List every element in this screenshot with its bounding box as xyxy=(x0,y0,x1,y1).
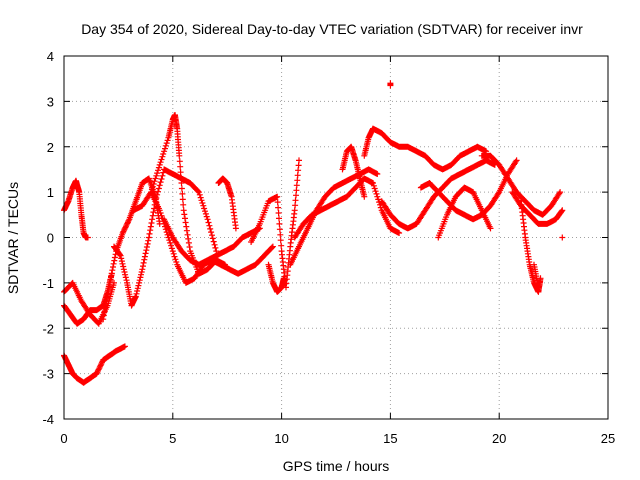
point-markers xyxy=(361,125,490,173)
point-markers xyxy=(387,80,394,89)
series-arc-17 xyxy=(378,157,498,232)
chart-title: Day 354 of 2020, Sidereal Day-to-day VTE… xyxy=(81,21,583,37)
point-markers xyxy=(111,166,220,309)
x-tick-label: 25 xyxy=(601,431,615,446)
series-arc-1 xyxy=(61,177,91,241)
point-markers xyxy=(161,216,263,268)
y-tick-label: 4 xyxy=(47,49,54,64)
point-markers xyxy=(378,157,498,232)
series-arc-19 xyxy=(435,184,494,241)
y-tick-label: -3 xyxy=(42,367,54,382)
series-arc-9 xyxy=(161,216,263,268)
x-tick-label: 0 xyxy=(60,431,67,446)
point-markers xyxy=(215,175,239,232)
point-markers xyxy=(61,343,128,386)
point-markers xyxy=(339,143,368,200)
series-arc-15 xyxy=(339,143,368,200)
point-markers xyxy=(265,261,287,295)
x-tick-label: 10 xyxy=(274,431,288,446)
y-tick-label: -4 xyxy=(42,412,54,427)
data-points xyxy=(61,80,566,386)
y-axis-label: SDTVAR / TECUs xyxy=(5,182,21,294)
plot-frame xyxy=(63,55,609,420)
series-arc-10 xyxy=(215,175,239,232)
y-tick-label: -2 xyxy=(42,321,54,336)
y-tick-label: 1 xyxy=(47,185,54,200)
series-arc-25 xyxy=(559,234,566,241)
series-arc-6 xyxy=(111,166,220,309)
series-arc-3 xyxy=(61,343,128,386)
series-arc-12 xyxy=(265,261,287,295)
y-tick-label: 2 xyxy=(47,140,54,155)
x-tick-label: 5 xyxy=(169,431,176,446)
point-markers xyxy=(478,152,564,218)
x-tick-label: 15 xyxy=(383,431,397,446)
y-tick-label: 0 xyxy=(47,231,54,246)
series-arc-23 xyxy=(531,261,542,291)
point-markers xyxy=(531,261,542,291)
series-arc-16 xyxy=(361,125,490,173)
x-axis-label: GPS time / hours xyxy=(283,458,390,474)
point-markers xyxy=(248,157,302,291)
point-markers xyxy=(435,184,494,241)
x-tick-label: 20 xyxy=(492,431,506,446)
series-arc-24 xyxy=(387,80,394,89)
y-tick-label: 3 xyxy=(47,94,54,109)
series-arc-11 xyxy=(248,157,302,291)
series-arc-20 xyxy=(478,152,564,218)
point-markers xyxy=(61,177,91,241)
y-tick-label: -1 xyxy=(42,276,54,291)
x-axis-ticks: 0 5 10 15 20 25 xyxy=(60,56,615,446)
point-markers xyxy=(559,234,566,241)
